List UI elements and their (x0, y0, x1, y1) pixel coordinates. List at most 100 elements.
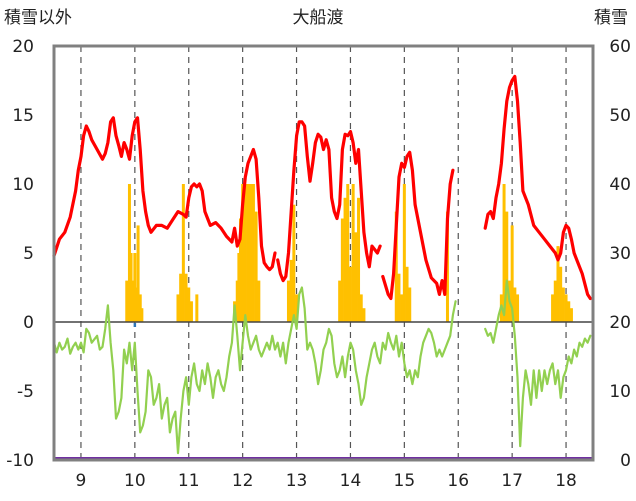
snow-bar-31 (338, 280, 342, 322)
snow-bar-43 (400, 294, 404, 322)
right-y-ticks: 60 50 40 30 20 10 0 (609, 37, 631, 471)
snow-bar-36 (351, 184, 355, 322)
snow-bar-57 (556, 246, 560, 322)
red-line-segment-0 (52, 116, 277, 272)
snow-bar-28 (289, 259, 293, 322)
snow-bar-0 (125, 280, 129, 322)
left-axis-title: 積雪以外 (4, 8, 72, 28)
left-tick-label: 5 (23, 244, 34, 264)
snow-bar-61 (567, 301, 571, 322)
snow-bar-10 (179, 273, 183, 322)
snow-bar-38 (357, 197, 361, 322)
snow-bar-45 (405, 266, 409, 322)
left-tick-label: -10 (6, 451, 34, 471)
snow-bar-29 (292, 204, 296, 322)
x-tick-label-16: 16 (447, 471, 469, 491)
snow-bar-40 (362, 308, 366, 322)
snow-bar-50 (505, 211, 509, 322)
green-line-segment-0 (52, 286, 457, 455)
snow-bar-20 (241, 184, 245, 322)
frame-border (52, 44, 595, 462)
x-tick-label-10: 10 (124, 471, 146, 491)
snow-bar-39 (359, 294, 363, 322)
left-tick-label: 0 (23, 313, 34, 333)
x-tick-labels: 9 10 11 12 13 14 15 16 17 18 (76, 471, 577, 491)
snow-bar-21 (243, 184, 247, 322)
snow-bar-34 (346, 184, 350, 322)
red-series (52, 74, 592, 301)
snow-bar-23 (249, 184, 253, 322)
right-tick-label: 40 (609, 175, 631, 195)
snow-bar-4 (133, 253, 137, 322)
snow-bar-41 (394, 211, 398, 322)
x-tick-label-13: 13 (286, 471, 308, 491)
snow-bar-2 (129, 253, 133, 322)
x-tick-label-9: 9 (76, 471, 87, 491)
snow-bar-3 (131, 280, 135, 322)
snow-bar-55 (551, 294, 555, 322)
snow-bar-58 (559, 266, 563, 322)
right-tick-label: 20 (609, 313, 631, 333)
snow-bar-56 (553, 280, 557, 322)
x-tick-label-11: 11 (178, 471, 200, 491)
x-tick-label-12: 12 (232, 471, 254, 491)
red-line-segment-3 (483, 74, 592, 301)
left-tick-label: -5 (17, 382, 34, 402)
snow-bar-1 (127, 184, 131, 322)
snow-bar-59 (561, 287, 565, 322)
snow-bar-19 (238, 218, 242, 322)
snow-bar-12 (184, 273, 188, 322)
snow-bar-17 (235, 280, 239, 322)
right-tick-label: 50 (609, 106, 631, 126)
snow-bar-37 (354, 232, 358, 322)
snow-bar-53 (513, 287, 517, 322)
snow-bar-6 (136, 225, 140, 322)
snow-bar-25 (254, 211, 258, 322)
snow-bar-15 (195, 294, 199, 322)
snow-bar-32 (340, 218, 344, 322)
snow-bar-42 (397, 273, 401, 322)
left-tick-label: 20 (12, 37, 34, 57)
right-tick-label: 0 (620, 451, 631, 471)
right-tick-label: 30 (609, 244, 631, 264)
snow-bar-26 (257, 280, 261, 322)
snow-bar-44 (402, 184, 406, 322)
snow-bar-33 (343, 197, 347, 322)
snowfall-bars (125, 184, 573, 322)
snow-bar-7 (138, 294, 142, 322)
snow-bar-27 (286, 280, 290, 322)
snow-bar-18 (237, 253, 241, 322)
red-line-segment-2 (381, 150, 455, 301)
right-axis-title: 積雪 (594, 8, 628, 28)
green-line-segment-1 (484, 279, 592, 448)
snow-bar-54 (516, 294, 520, 322)
snow-bar-11 (181, 184, 185, 322)
snow-bar-14 (189, 301, 193, 322)
right-tick-label: 10 (609, 382, 631, 402)
green-series (52, 279, 592, 455)
x-tick-label-15: 15 (394, 471, 416, 491)
snow-bar-5 (134, 287, 138, 322)
x-tick-label-17: 17 (501, 471, 523, 491)
vertical-gridlines (80, 46, 567, 460)
snow-bar-9 (176, 294, 180, 322)
snow-bar-22 (246, 184, 250, 322)
chart-title: 大船渡 (293, 8, 344, 28)
snow-bar-49 (502, 184, 506, 322)
snow-bar-30 (295, 294, 299, 322)
snow-bar-13 (187, 287, 191, 322)
snow-bar-52 (510, 225, 514, 322)
right-tick-label: 60 (609, 37, 631, 57)
left-y-ticks: 20 15 10 5 0 -5 -10 (6, 37, 34, 471)
red-line-segment-1 (276, 120, 382, 283)
snow-bar-60 (564, 294, 568, 322)
left-tick-label: 10 (12, 175, 34, 195)
snow-bar-47 (445, 211, 449, 322)
snow-bar-24 (251, 184, 255, 322)
x-tick-label-18: 18 (555, 471, 577, 491)
left-tick-label: 15 (12, 106, 34, 126)
snow-bar-46 (408, 287, 412, 322)
x-tick-label-14: 14 (340, 471, 362, 491)
snow-bar-8 (140, 308, 144, 322)
